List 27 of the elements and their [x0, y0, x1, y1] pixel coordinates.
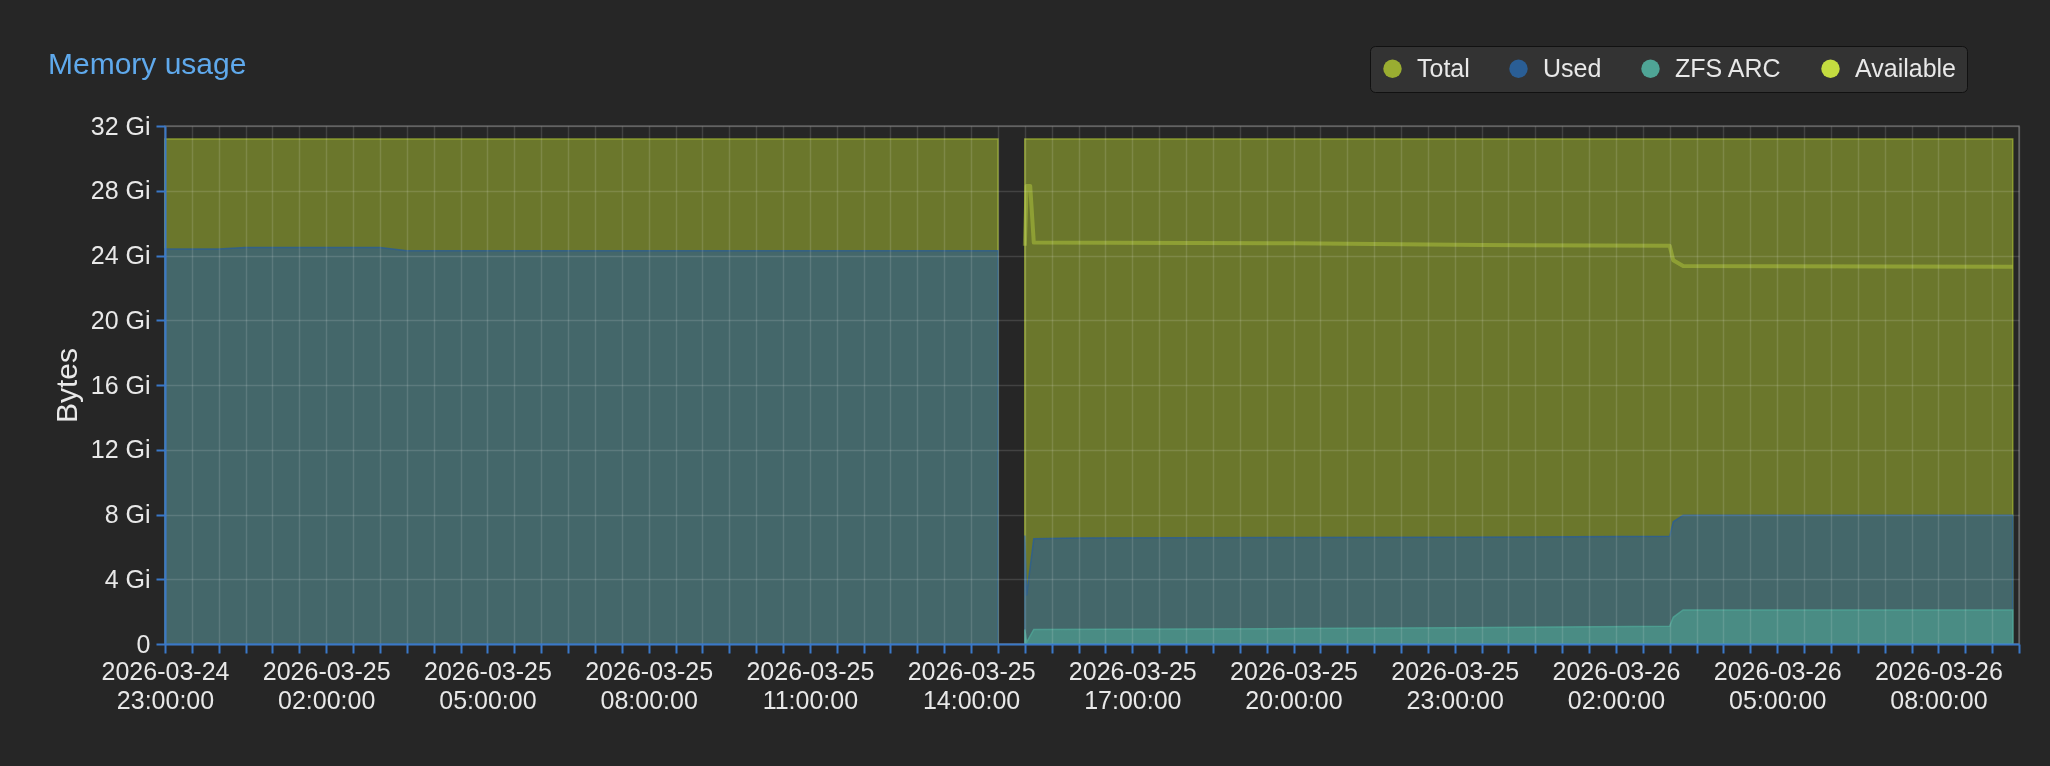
y-tick-label: 16 Gi	[90, 370, 151, 399]
legend-label: ZFS ARC	[1675, 53, 1781, 82]
x-tick-label: 2026-03-25 14:00:00	[907, 656, 1036, 714]
y-tick-label: 20 Gi	[90, 305, 151, 334]
y-tick-label: 24 Gi	[90, 241, 151, 269]
x-tick-label: 2026-03-26 05:00:00	[1713, 656, 1842, 714]
y-tick-label: 32 Gi	[90, 111, 151, 140]
x-tick-label: 2026-03-24 23:00:00	[101, 656, 230, 714]
y-tick-label: 12 Gi	[90, 435, 151, 464]
y-tick-label: 28 Gi	[90, 176, 151, 205]
x-tick-label: 2026-03-25 20:00:00	[1230, 656, 1358, 714]
legend-label: Total	[1417, 53, 1470, 82]
chart-title: Memory usage	[48, 46, 247, 80]
y-axis-title: Bytes	[49, 347, 83, 424]
x-tick-label: 2026-03-26 02:00:00	[1552, 656, 1681, 714]
y-tick-label: 8 Gi	[104, 500, 151, 528]
y-tick-label: 4 Gi	[104, 564, 151, 593]
x-tick-label: 2026-03-25 08:00:00	[585, 656, 714, 714]
x-tick-label: 2026-03-25 11:00:00	[746, 656, 875, 714]
y-tick-label: 0	[136, 629, 151, 658]
x-tick-label: 2026-03-25 23:00:00	[1391, 656, 1520, 714]
legend-label: Used	[1543, 53, 1602, 82]
x-tick-label: 2026-03-25 17:00:00	[1068, 656, 1197, 714]
x-tick-label: 2026-03-25 02:00:00	[262, 656, 391, 714]
legend-label: Available	[1855, 53, 1957, 82]
x-tick-label: 2026-03-25 05:00:00	[423, 656, 552, 714]
x-tick-label: 2026-03-26 08:00:00	[1874, 656, 2003, 714]
